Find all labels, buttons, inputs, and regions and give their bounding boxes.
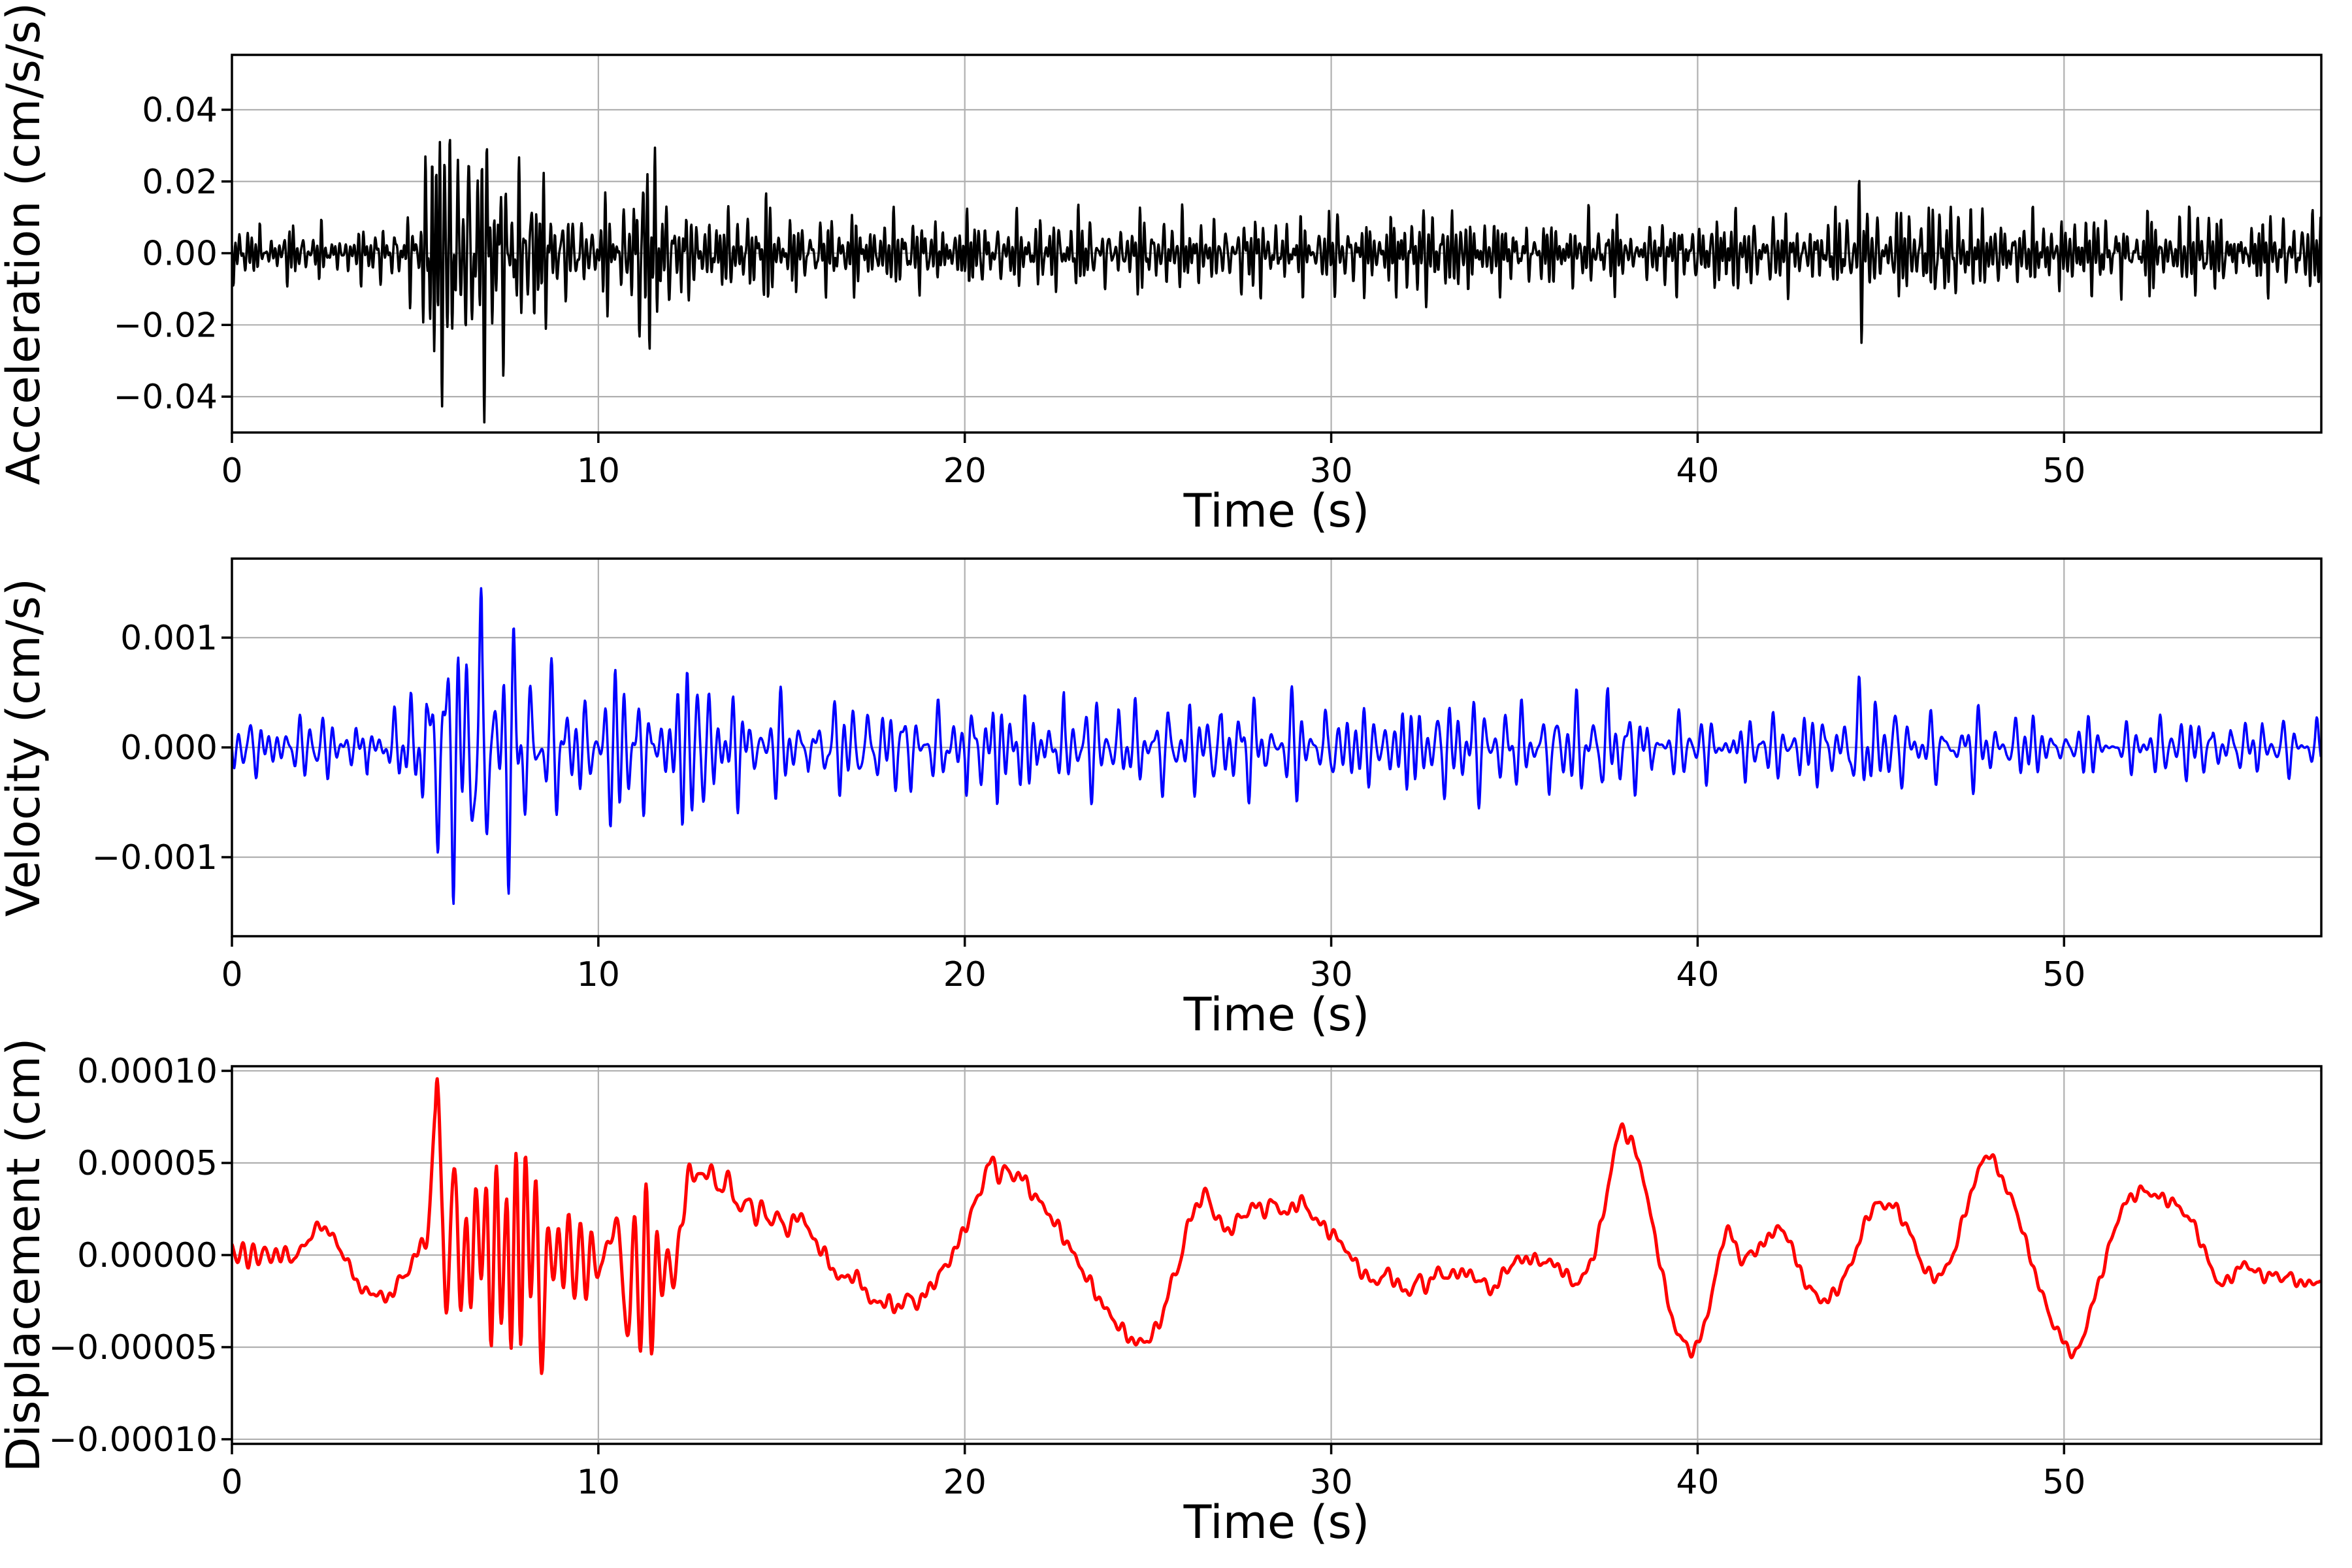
x-tick-label: 0 [221,1463,242,1502]
y-tick-label: −0.001 [92,838,218,877]
x-axis-label: Time (s) [1183,484,1370,538]
y-tick-label: 0.00 [142,235,218,274]
x-tick-label: 50 [2042,955,2085,994]
axes-spines [231,54,2323,434]
x-tick-label: 0 [221,451,242,491]
x-tick-label: 50 [2042,451,2085,491]
subplot-acceleration: 0 10 20 30 40 50 0.04 0.02 0.00 −0.02 −0.04 Time (s… [0,3,2323,538]
x-tick-label: 10 [577,1463,620,1502]
y-axis-label: Velocity (cm/s) [0,578,50,917]
x-tick-label: 40 [1676,955,1719,994]
y-tick-label: −0.00005 [48,1328,218,1367]
velocity-trace [232,587,2321,906]
y-tick-label: 0.00005 [77,1144,218,1183]
y-tick-label: 0.04 [142,91,218,130]
y-tick-label: −0.04 [114,378,218,417]
x-tick-label: 40 [1676,451,1719,491]
x-tick-label: 10 [577,451,620,491]
x-tick-label: 30 [1309,451,1352,491]
y-tick-label: −0.00010 [48,1420,218,1460]
x-axis-label: Time (s) [1183,1495,1370,1549]
y-tick-label: 0.001 [120,619,218,658]
x-tick-label: 20 [943,955,987,994]
displacement-trace [232,1077,2321,1375]
x-tick-label: 10 [577,955,620,994]
acceleration-trace [232,139,2321,424]
y-axis-label: Acceleration (cm/s/s) [0,3,50,485]
x-axis-label: Time (s) [1183,988,1370,1041]
x-tick-label: 20 [943,451,987,491]
y-tick-label: 0.00000 [77,1236,218,1275]
subplot-velocity: 0 10 20 30 40 50 0.001 0.000 −0.001 Time (s) Veloc… [0,557,2323,1041]
subplot-displacement: 0 10 20 30 40 50 0.00010 0.00005 0.00000 −0.00005… [0,1038,2323,1549]
y-tick-label: 0.00010 [77,1052,218,1091]
x-tick-label: 30 [1309,1463,1352,1502]
y-axis-label: Displacement (cm) [0,1038,50,1473]
x-tick-label: 20 [943,1463,987,1502]
y-tick-label: −0.02 [114,306,218,345]
y-tick-label: 0.02 [142,163,218,202]
x-tick-label: 30 [1309,955,1352,994]
x-tick-label: 40 [1676,1463,1719,1502]
x-tick-label: 50 [2042,1463,2085,1502]
x-tick-label: 0 [221,955,242,994]
y-tick-label: 0.000 [120,728,218,768]
